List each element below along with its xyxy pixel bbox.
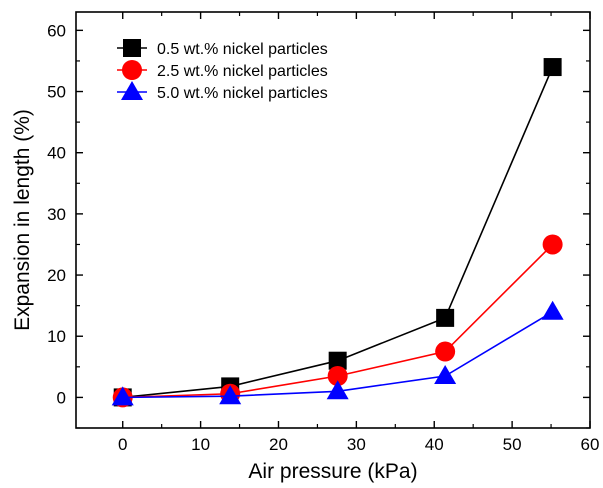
x-tick-label-60: 60	[581, 435, 600, 454]
series-3-point-1	[111, 386, 134, 406]
legend-label-1: 0.5 wt.% nickel particles	[157, 41, 328, 58]
x-tick-label-0: 0	[118, 435, 127, 454]
y-tick-label-30: 30	[47, 205, 66, 224]
series-1	[113, 58, 562, 407]
plot-area	[75, 11, 591, 429]
series-1-line	[122, 66, 554, 399]
series-layer	[111, 58, 564, 408]
y-axis-title: Expansion in length (%)	[11, 109, 34, 331]
y-tick-label-10: 10	[47, 327, 66, 346]
x-tick-label-50: 50	[503, 435, 522, 454]
series-3-point-3	[326, 380, 349, 400]
series-2-point-3	[327, 366, 348, 386]
x-tick-label-20: 20	[269, 435, 288, 454]
series-3	[111, 300, 564, 406]
legend-marker-1	[123, 39, 141, 57]
series-1-point-5	[543, 58, 562, 77]
y-tick-label-20: 20	[47, 266, 66, 285]
x-tick-label-10: 10	[191, 435, 210, 454]
legend-item-3: 5.0 wt.% nickel particles	[117, 81, 328, 102]
series-3-point-2	[219, 385, 242, 405]
legend-marker-2	[122, 60, 142, 80]
series-2-point-5	[542, 234, 563, 255]
series-2-point-4	[435, 341, 456, 362]
series-3-point-5	[541, 300, 564, 320]
legend-item-1: 0.5 wt.% nickel particles	[117, 39, 328, 58]
legend-label-3: 5.0 wt.% nickel particles	[157, 85, 328, 102]
x-axis-title: Air pressure (kPa)	[248, 460, 417, 483]
y-tick-label-50: 50	[47, 83, 66, 102]
series-1-point-4	[436, 308, 455, 327]
plot-frame	[75, 11, 591, 429]
y-tick-label-0: 0	[57, 388, 66, 407]
y-tick-label-60: 60	[47, 21, 66, 40]
y-tick-label-40: 40	[47, 144, 66, 163]
x-tick-label-30: 30	[347, 435, 366, 454]
legend-item-2: 2.5 wt.% nickel particles	[117, 60, 328, 80]
legend-label-2: 2.5 wt.% nickel particles	[157, 63, 328, 80]
legend-marker-3	[121, 81, 143, 100]
x-tick-label-40: 40	[425, 435, 444, 454]
axes: 0 10 20 30 40 50 60 0 10 20 30 40 50 60	[47, 12, 599, 454]
legend: 0.5 wt.% nickel particles 2.5 wt.% nickel…	[117, 39, 328, 102]
series-3-point-4	[434, 365, 457, 384]
series-1-point-3	[328, 351, 347, 370]
